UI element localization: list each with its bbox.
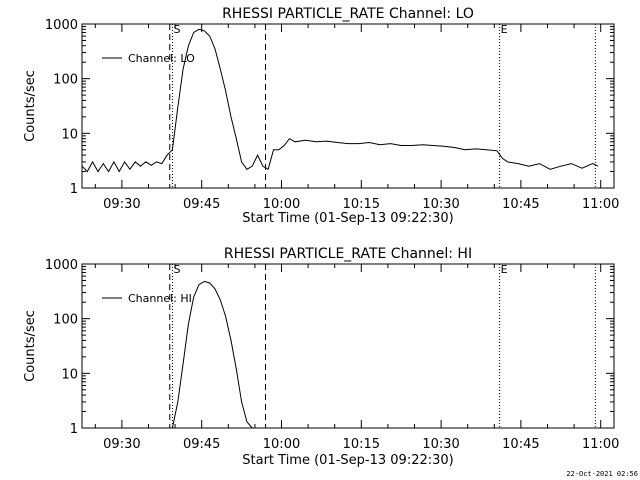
y-tick-label: 100 [53, 73, 78, 88]
y-tick-label: 1 [70, 422, 78, 437]
x-tick-label: 09:30 [103, 197, 140, 212]
chart-title: RHESSI PARTICLE_RATE Channel: HI [224, 246, 472, 262]
chart-title: RHESSI PARTICLE_RATE Channel: LO [222, 6, 474, 22]
x-tick-label: 09:30 [103, 437, 140, 452]
x-tick-label: 09:45 [183, 437, 220, 452]
series-line [171, 280, 253, 429]
x-axis-label: Start Time (01-Sep-13 09:22:30) [242, 453, 453, 468]
x-tick-label: 09:45 [183, 197, 220, 212]
y-tick-label: 10 [61, 367, 78, 382]
x-tick-label: 11:00 [582, 437, 619, 452]
marker-label: S [173, 263, 180, 276]
plot-frame [81, 263, 615, 429]
plot-frame [81, 23, 615, 189]
y-tick-label: 1000 [45, 258, 78, 273]
x-tick-label: 10:15 [343, 197, 380, 212]
series-line [81, 28, 599, 173]
y-tick-label: 1 [70, 182, 78, 197]
x-tick-label: 11:00 [582, 197, 619, 212]
y-tick-label: 100 [53, 313, 78, 328]
legend-label: Channel: HI [128, 292, 192, 305]
y-axis-label: Counts/sec [23, 310, 38, 382]
x-axis-label: Start Time (01-Sep-13 09:22:30) [242, 211, 453, 226]
x-tick-label: 10:45 [502, 197, 539, 212]
y-tick-label: 10 [61, 127, 78, 142]
marker-label: S [173, 23, 180, 36]
x-tick-label: 10:45 [502, 437, 539, 452]
footer-timestamp: 22-Oct-2021 02:56 [566, 470, 638, 478]
x-tick-label: 10:30 [422, 437, 459, 452]
x-tick-label: 10:15 [343, 437, 380, 452]
x-tick-label: 10:00 [263, 197, 300, 212]
y-tick-label: 1000 [45, 18, 78, 33]
x-tick-label: 10:30 [422, 197, 459, 212]
legend-label: Channel: LO [128, 52, 195, 65]
x-tick-label: 10:00 [263, 437, 300, 452]
marker-label: E [501, 263, 508, 276]
y-axis-label: Counts/sec [23, 70, 38, 142]
marker-label: E [501, 23, 508, 36]
